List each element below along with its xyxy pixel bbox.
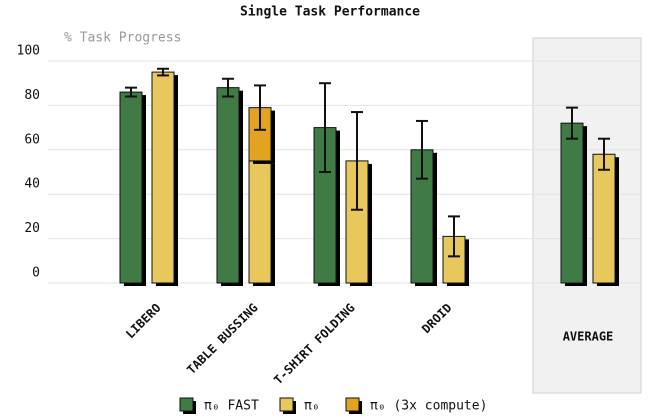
legend-swatch	[279, 397, 294, 412]
error-bar	[416, 119, 428, 180]
chart-title: Single Task Performance	[240, 5, 420, 20]
error-bar	[222, 77, 234, 98]
legend-label: π₀	[304, 399, 320, 414]
bar	[119, 91, 143, 284]
bar	[151, 71, 175, 284]
bar	[216, 87, 240, 284]
bar	[592, 153, 616, 284]
x-tick-label: AVERAGE	[563, 330, 614, 344]
error-bar	[319, 82, 331, 173]
y-tick-label: 100	[17, 44, 40, 59]
legend-swatch	[179, 397, 194, 412]
x-tick-label: TABLE BUSSING	[184, 301, 260, 377]
legend-label: π₀ (3x compute)	[370, 399, 487, 414]
y-tick-label: 20	[24, 221, 40, 236]
error-bar	[125, 86, 137, 98]
subtitle: % Task Progress	[64, 31, 181, 46]
error-bar	[254, 84, 266, 131]
error-bar	[351, 111, 363, 211]
bar	[560, 122, 584, 284]
y-tick-label: 40	[24, 177, 40, 192]
y-tick-label: 80	[24, 88, 40, 103]
error-bar	[566, 106, 578, 140]
y-tick-label: 60	[24, 132, 40, 147]
y-tick-label: 0	[32, 266, 40, 281]
legend-label: π₀ FAST	[204, 399, 259, 414]
error-bar	[448, 215, 460, 258]
x-tick-label: LIBERO	[123, 301, 164, 342]
x-tick-label: T-SHIRT FOLDING	[271, 301, 358, 388]
bar	[248, 160, 272, 284]
x-tick-label: DROID	[419, 301, 454, 336]
error-bar	[157, 67, 169, 77]
error-bar	[598, 137, 610, 171]
legend-swatch	[345, 397, 360, 412]
